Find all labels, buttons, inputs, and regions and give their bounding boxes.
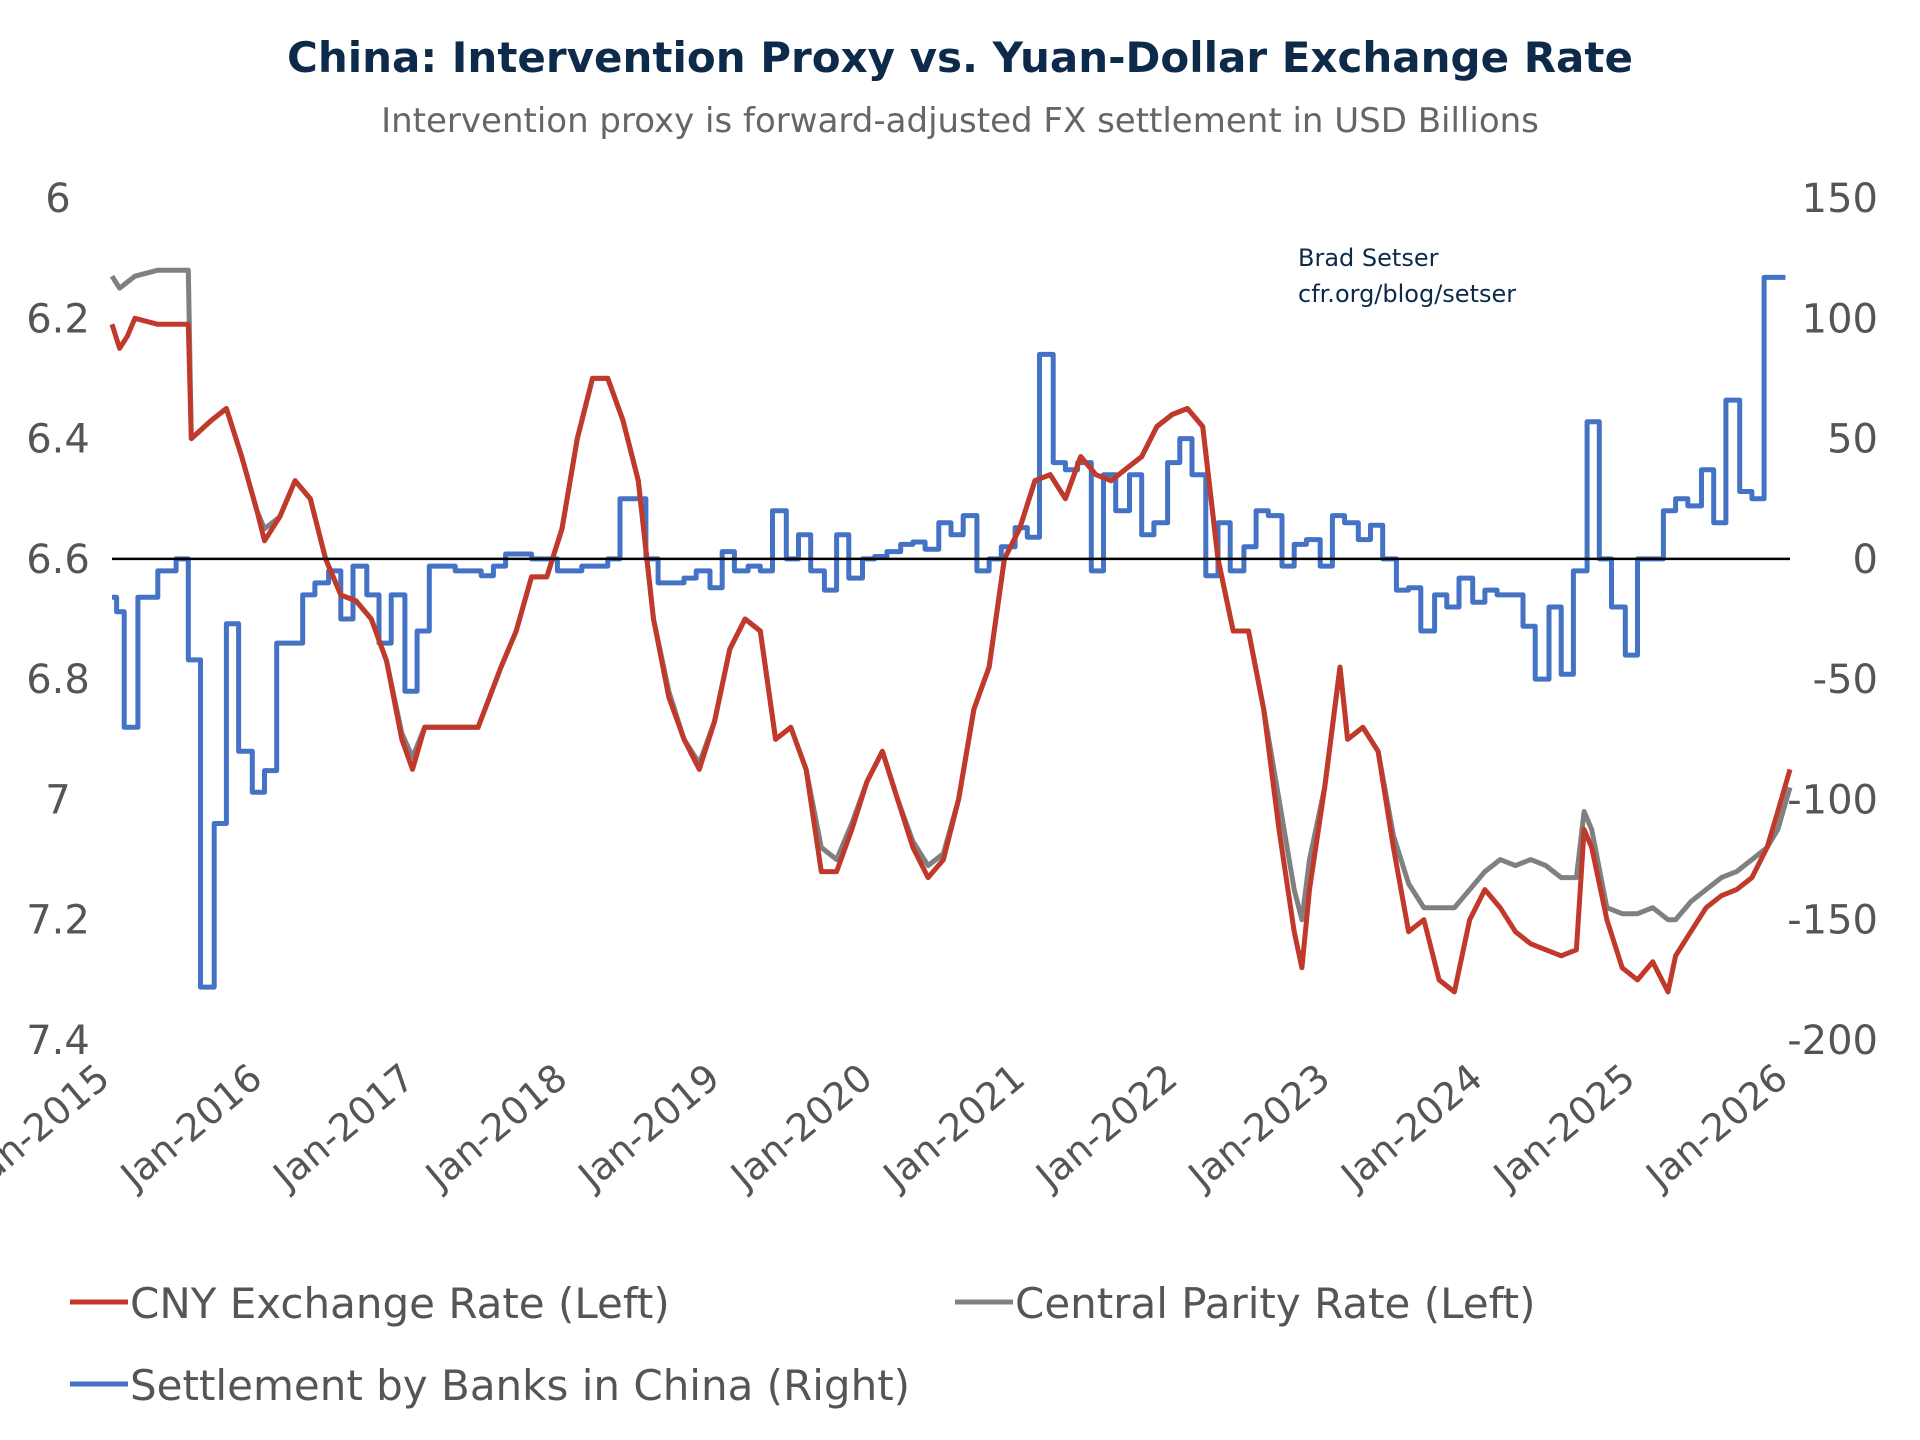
legend: CNY Exchange Rate (Left) Central Parity …	[70, 1279, 1536, 1410]
y-right-tick-label: -200	[1787, 1018, 1878, 1064]
x-tick-label: Jan-2026	[1637, 1055, 1796, 1199]
chart-title: China: Intervention Proxy vs. Yuan-Dolla…	[287, 33, 1633, 82]
x-tick-label: Jan-2015	[0, 1055, 118, 1199]
y-right-tick-label: -100	[1787, 777, 1878, 823]
series-line-settlement	[112, 274, 1786, 990]
y-right-tick-label: 100	[1802, 296, 1878, 342]
y-left-tick-label: 6.6	[26, 537, 90, 583]
series-line-cny	[109, 315, 1793, 995]
y-left-tick-label: 6.4	[26, 417, 90, 463]
y-left-tick-label: 6.2	[26, 296, 90, 342]
x-tick-label: Jan-2025	[1484, 1055, 1643, 1199]
y-left-tick-label: 7	[45, 777, 70, 823]
legend-item-settlement[interactable]: Settlement by Banks in China (Right)	[70, 1361, 910, 1410]
y-right-tick-label: 0	[1853, 537, 1878, 583]
y-left-tick-label: 6	[45, 176, 70, 222]
x-tick-label: Jan-2024	[1331, 1055, 1490, 1199]
y-left-tick-label: 7.2	[26, 898, 90, 944]
y-right-tick-label: -150	[1787, 898, 1878, 944]
y-left-tick-label: 7.4	[26, 1018, 90, 1064]
y-right-tick-label: 150	[1802, 176, 1878, 222]
x-tick-label: Jan-2016	[111, 1055, 270, 1199]
x-tick-label: Jan-2021	[874, 1055, 1033, 1199]
chart-subtitle: Intervention proxy is forward-adjusted F…	[381, 101, 1539, 141]
y-right-tick-label: 50	[1827, 417, 1878, 463]
plot-area: 6 6.2 6.4 6.6 6.8 7 7.2 7.4 150 100 50 0 -50 -100 -150…	[0, 176, 1878, 1199]
x-tick-label: Jan-2017	[264, 1055, 423, 1199]
x-tick-label: Jan-2023	[1179, 1055, 1338, 1199]
annotation-author: Brad Setser	[1298, 244, 1439, 272]
y-right-tick-label: -50	[1813, 657, 1878, 703]
x-tick-label: Jan-2020	[721, 1055, 880, 1199]
legend-item-cny[interactable]: CNY Exchange Rate (Left)	[70, 1279, 670, 1328]
legend-label-parity: Central Parity Rate (Left)	[1015, 1279, 1536, 1328]
legend-label-settlement: Settlement by Banks in China (Right)	[130, 1361, 910, 1410]
x-tick-label: Jan-2022	[1026, 1055, 1185, 1199]
x-tick-label: Jan-2018	[416, 1055, 575, 1199]
legend-item-parity[interactable]: Central Parity Rate (Left)	[955, 1279, 1536, 1328]
y-left-tick-label: 6.8	[26, 657, 90, 703]
x-tick-label: Jan-2019	[569, 1055, 728, 1199]
annotation-source: cfr.org/blog/setser	[1298, 280, 1516, 308]
legend-label-cny: CNY Exchange Rate (Left)	[130, 1279, 670, 1328]
